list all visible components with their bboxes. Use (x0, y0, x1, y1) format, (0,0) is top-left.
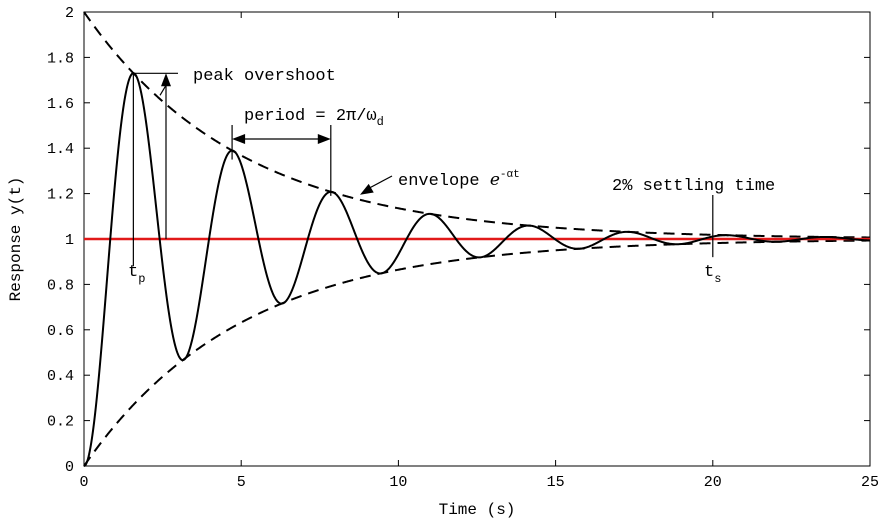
x-tick-label: 25 (861, 474, 879, 491)
ts-label-sub: s (714, 272, 721, 286)
settling-time-label: 2% settling time (612, 177, 775, 196)
period-arrow-right (317, 134, 331, 144)
tp-label-main: t (128, 263, 138, 282)
x-tick-label: 20 (704, 474, 722, 491)
y-tick-label: 1.6 (47, 96, 74, 113)
ts-label-main: t (704, 263, 714, 282)
x-tick-label: 0 (79, 474, 88, 491)
tp-label: tp (128, 263, 145, 286)
envelope-label: envelope e-αt (398, 169, 520, 191)
y-tick-label: 1 (65, 232, 74, 249)
x-axis-title: Time (s) (439, 501, 516, 519)
envelope-arrow-shaft (367, 175, 393, 190)
axis-ticks: 0 5 10 15 20 25 0 0.2 0.4 0.6 0.8 1 1.2 1.4 1.6 1.8 2 (47, 5, 879, 491)
period-arrow-left (232, 134, 246, 144)
y-axis-title: Response y(t) (7, 177, 25, 302)
envelope-label-main: envelope (398, 172, 490, 191)
y-tick-label: 0.8 (47, 277, 74, 294)
y-tick-label: 1.4 (47, 141, 74, 158)
annotation-markers (132, 72, 714, 267)
envelope-arrow-head (360, 183, 374, 195)
y-tick-label: 2 (65, 5, 74, 22)
peak-overshoot-label: peak overshoot (193, 67, 336, 86)
period-label-sub: d (377, 115, 384, 129)
overshoot-arrow-tick (159, 84, 167, 96)
response-curve (83, 72, 871, 467)
x-tick-label: 15 (547, 474, 565, 491)
overshoot-arrow-up (161, 73, 171, 87)
period-label-main: period = 2π/ω (244, 107, 377, 126)
x-tick-label: 5 (237, 474, 246, 491)
envelope-label-e: e (490, 170, 500, 190)
y-tick-label: 0.2 (47, 414, 74, 431)
y-tick-label: 1.8 (47, 50, 74, 67)
upper-envelope-line (83, 11, 870, 239)
y-tick-label: 0 (65, 459, 74, 476)
y-tick-label: 1.2 (47, 187, 74, 204)
y-tick-label: 0.4 (47, 368, 74, 385)
y-tick-label: 0.6 (47, 323, 74, 340)
tp-label-sub: p (138, 272, 145, 286)
period-label: period = 2π/ωd (244, 107, 384, 129)
ts-label: ts (704, 263, 721, 286)
lower-envelope-line (83, 239, 870, 467)
envelope-label-sup: -αt (500, 169, 520, 181)
x-tick-label: 10 (389, 474, 407, 491)
